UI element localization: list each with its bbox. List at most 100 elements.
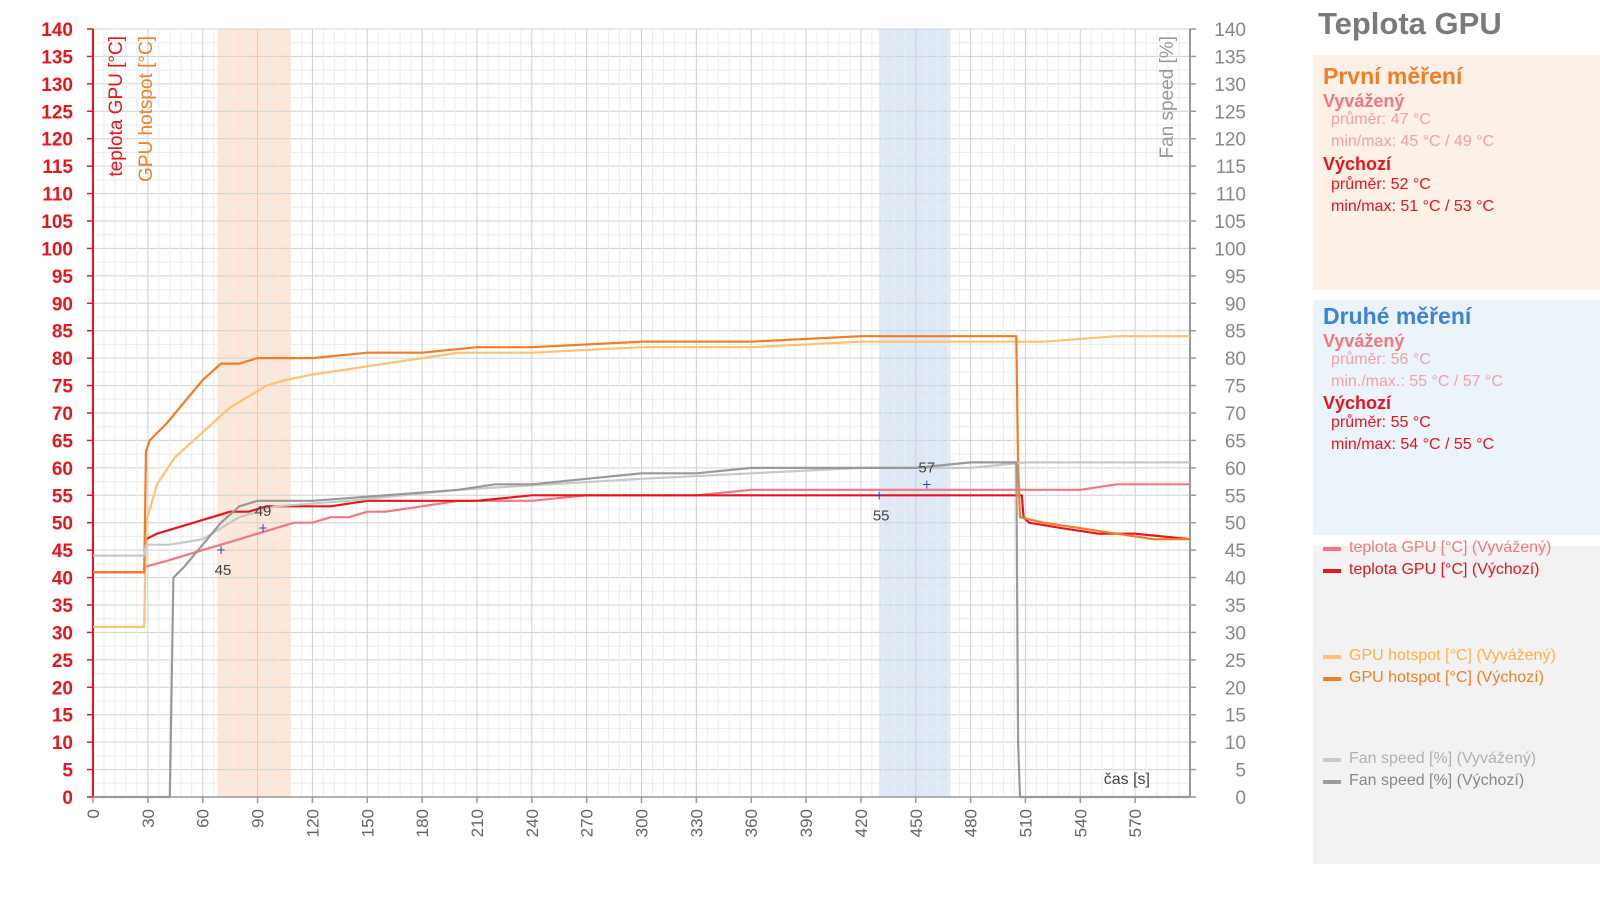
y-left-tick-label: 65 — [52, 431, 74, 452]
y-left-tick-label: 50 — [52, 514, 73, 535]
second-default-avg: průměr: 55 °C — [1331, 414, 1431, 431]
annotation-label: 49 — [255, 503, 272, 520]
x-tick-label: 390 — [797, 809, 816, 837]
y-left-tick-label: 70 — [52, 404, 73, 425]
x-tick-label: 510 — [1016, 809, 1035, 837]
legend-label: Fan speed [%] (Výchozí) — [1349, 772, 1525, 789]
y-left-tick-label: 115 — [42, 157, 73, 178]
grid — [92, 28, 1191, 798]
y-left-tick-label: 85 — [52, 322, 74, 343]
y-left-tick-label: 15 — [52, 706, 74, 727]
series-line — [93, 461, 1190, 799]
legend-label: teplota GPU [°C] (Výchozí) — [1349, 561, 1540, 578]
x-tick-label: 150 — [358, 809, 377, 837]
first-balanced-avg: průměr: 47 °C — [1331, 111, 1431, 128]
x-tick-label: 180 — [413, 809, 432, 837]
y-right-tick-label: 25 — [1225, 651, 1246, 672]
first-default-avg: průměr: 52 °C — [1331, 176, 1431, 193]
y-right-tick-label: 95 — [1225, 267, 1246, 288]
y-left-tick-label: 25 — [52, 651, 74, 672]
y-right-tick-label: 45 — [1225, 541, 1246, 562]
x-tick-label: 30 — [139, 809, 158, 828]
y-left-tick-label: 20 — [52, 678, 73, 699]
gpu-temperature-chart: 0 510 15 20 25 30 35 40 45 50 55 60 65 70 75 80 85 90 95 10… — [41, 20, 1246, 837]
y-right-tick-label: 110 — [1216, 185, 1246, 206]
legend-label: GPU hotspot [°C] (Výchozí) — [1349, 669, 1544, 686]
legend-swatch — [1323, 547, 1341, 551]
y-left-tick-label: 55 — [52, 486, 74, 507]
annotation-marker: + — [216, 543, 226, 557]
y-left-tick-label: 45 — [52, 541, 74, 562]
y-right-tick-label: 50 — [1225, 514, 1246, 535]
legend-label: teplota GPU [°C] (Vyvážený) — [1349, 539, 1552, 556]
panel-title: Teplota GPU — [1318, 6, 1502, 41]
y-left-tick-label: 40 — [52, 569, 73, 590]
y-left-tick-label: 0 — [62, 788, 73, 809]
y-right-tick-label: 115 — [1216, 157, 1246, 178]
second-balanced-avg: průměr: 56 °C — [1331, 351, 1431, 368]
first-measurement-box: První měření Vyvážený průměr: 47 °C min/… — [1313, 55, 1600, 290]
y-left-tick-label: 35 — [52, 596, 74, 617]
y-right-tick-label: 125 — [1214, 102, 1246, 123]
y-left-tick-label: 100 — [41, 239, 73, 260]
annotation-label: 55 — [873, 507, 890, 524]
y-right-tick-label: 15 — [1225, 706, 1246, 727]
y-left-tick-label: 60 — [52, 459, 73, 480]
legend-swatch — [1323, 780, 1341, 784]
first-default-label: Výchozí — [1323, 154, 1392, 174]
y-right-tick-label: 120 — [1214, 130, 1246, 151]
x-tick-label: 0 — [84, 809, 103, 818]
y-right-tick-label: 130 — [1214, 75, 1246, 96]
y-right-tick-label: 60 — [1225, 459, 1246, 480]
y-left-tick-label: 135 — [41, 47, 73, 68]
legend-swatch — [1323, 677, 1341, 681]
y-axis-title-fan-speed: Fan speed [%] — [1157, 36, 1178, 159]
y-right-tick-label: 80 — [1225, 349, 1246, 370]
second-measurement-box: Druhé měření Vyvážený průměr: 56 °C min.… — [1313, 300, 1600, 535]
y-left-tick-label: 95 — [52, 267, 74, 288]
annotation-label: 57 — [918, 459, 935, 476]
y-left-tick-label: 120 — [41, 130, 73, 151]
y-left-tick-label: 140 — [41, 20, 73, 41]
first-default-minmax: min/max: 51 °C / 53 °C — [1331, 198, 1495, 215]
y-right-tick-label: 35 — [1225, 596, 1246, 617]
y-left-tick-label: 80 — [52, 349, 73, 370]
first-balanced-label: Vyvážený — [1323, 91, 1405, 111]
x-axis-title: čas [s] — [1104, 771, 1150, 788]
second-measurement-heading: Druhé měření — [1323, 303, 1472, 329]
second-default-minmax: min/max: 54 °C / 55 °C — [1331, 436, 1495, 453]
second-default-label: Výchozí — [1323, 393, 1392, 413]
y-left-tick-label: 10 — [52, 733, 73, 754]
y-left-tick-label: 90 — [52, 294, 73, 315]
y-left-tick-label: 105 — [41, 212, 73, 233]
series-line — [93, 483, 1190, 574]
x-tick-label: 330 — [687, 809, 706, 837]
x-tick-label: 120 — [303, 809, 322, 837]
x-tick-label: 240 — [523, 809, 542, 837]
x-tick-label: 540 — [1071, 809, 1090, 837]
first-measurement-heading: První měření — [1323, 63, 1463, 89]
x-tick-label: 360 — [742, 809, 761, 837]
y-axis-title-gpu-temp: teplota GPU [°C] — [106, 36, 127, 177]
x-tick-label: 270 — [578, 809, 597, 837]
y-right-tick-label: 65 — [1225, 431, 1246, 452]
series-line — [93, 335, 1190, 574]
y-left-tick-label: 125 — [41, 102, 73, 123]
y-right-tick-label: 135 — [1214, 47, 1246, 68]
y-axis-title-hotspot: GPU hotspot [°C] — [136, 36, 157, 182]
x-tick-label: 210 — [468, 809, 487, 837]
x-tick-label: 420 — [852, 809, 871, 837]
y-right-tick-label: 30 — [1225, 623, 1246, 644]
y-right-tick-label: 75 — [1225, 377, 1246, 398]
y-left-tick-label: 110 — [42, 185, 73, 206]
y-right-tick-label: 40 — [1225, 569, 1246, 590]
first-balanced-minmax: min/max: 45 °C / 49 °C — [1331, 133, 1495, 150]
y-right-tick-label: 85 — [1225, 322, 1246, 343]
legend-swatch — [1323, 569, 1341, 573]
y-right-tick-label: 10 — [1225, 733, 1246, 754]
x-tick-label: 570 — [1126, 809, 1145, 837]
series-line — [93, 461, 1190, 557]
x-tick-label: 60 — [194, 809, 213, 828]
legend-label: GPU hotspot [°C] (Vyvážený) — [1349, 647, 1556, 664]
y-right-tick-label: 140 — [1214, 20, 1246, 41]
